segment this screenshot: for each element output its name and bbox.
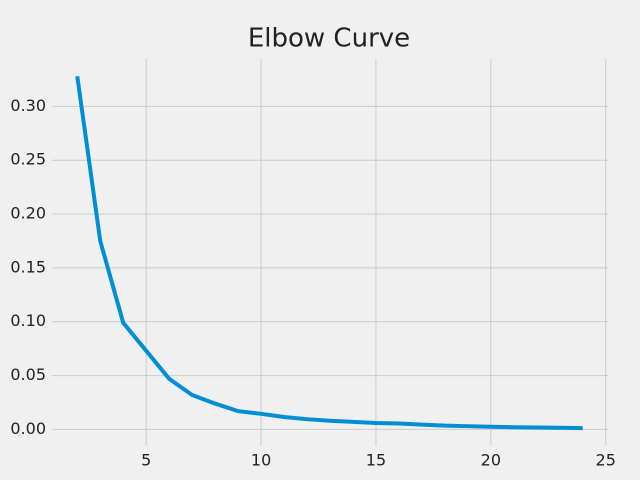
x-tick-label: 25 [596, 451, 616, 470]
x-tick-label: 20 [481, 451, 501, 470]
y-tick-label: 0.15 [10, 257, 46, 276]
y-tick-label: 0.20 [10, 204, 46, 223]
y-tick-label: 0.10 [10, 311, 46, 330]
y-tick-label: 0.05 [10, 365, 46, 384]
line [75, 75, 583, 431]
x-tick-label: 5 [141, 451, 151, 470]
chart-title: Elbow Curve [248, 24, 410, 54]
y-tick-label: 0.25 [10, 150, 46, 169]
y-tick-label: 0.30 [10, 96, 46, 115]
x-tick-label: 10 [251, 451, 271, 470]
y-tick-label: 0.00 [10, 419, 46, 438]
x-tick-label: 15 [366, 451, 386, 470]
x-axis-label: Number of Clusters [232, 477, 426, 480]
